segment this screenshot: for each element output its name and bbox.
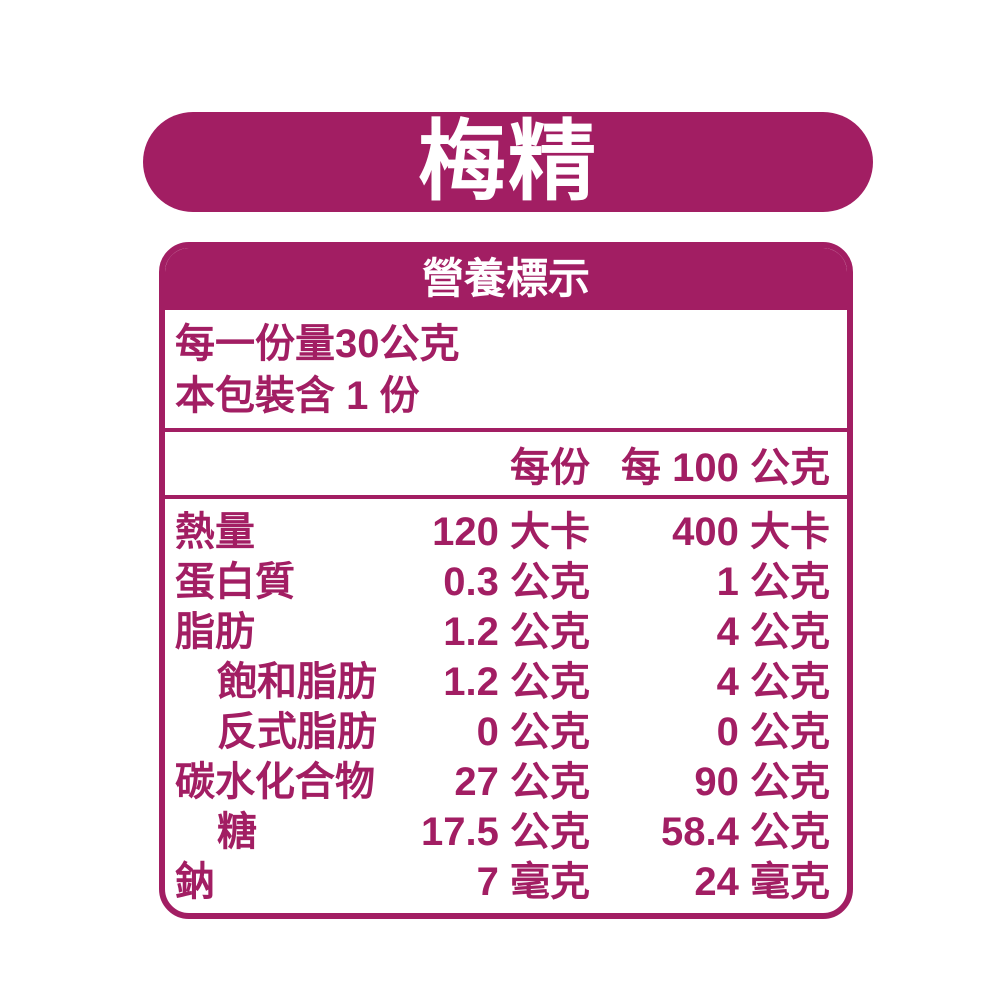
nutrient-row: 熱量 120 大卡 400 大卡 (165, 499, 847, 554)
nutrient-name: 糖 (217, 810, 257, 854)
nutrient-name: 熱量 (175, 510, 255, 554)
nutrient-name: 反式脂肪 (217, 710, 377, 754)
nutrient-rows: 熱量 120 大卡 400 大卡 蛋白質 0.3 公克 1 公克 脂肪 1.2 … (165, 499, 847, 913)
servings-per-package-line: 本包裝含 1 份 (175, 374, 420, 418)
nutrient-row: 脂肪 1.2 公克 4 公克 (165, 599, 847, 654)
nutrient-name: 鈉 (175, 860, 215, 904)
column-header-per-serving: 每份 (510, 445, 590, 490)
nutrient-row: 碳水化合物 27 公克 90 公克 (165, 749, 847, 804)
nutrient-row: 反式脂肪 0 公克 0 公克 (165, 699, 847, 754)
product-title-banner: 梅精 (143, 112, 873, 212)
column-header-per-100g: 每 100 公克 (621, 445, 830, 490)
nutrient-per-serving: 7 毫克 (476, 860, 590, 904)
label-title-bar: 營養標示 (165, 248, 847, 310)
nutrient-per-100g: 24 毫克 (694, 860, 830, 904)
nutrient-per-100g: 58.4 公克 (661, 810, 830, 854)
column-header-row: 每份 每 100 公克 (165, 432, 847, 499)
nutrient-name: 飽和脂肪 (217, 660, 377, 704)
nutrient-per-100g: 4 公克 (716, 660, 830, 704)
nutrient-per-serving: 1.2 公克 (443, 610, 590, 654)
product-title: 梅精 (417, 112, 598, 211)
nutrient-per-100g: 4 公克 (716, 610, 830, 654)
nutrient-per-serving: 0.3 公克 (443, 560, 590, 604)
nutrient-per-serving: 1.2 公克 (443, 660, 590, 704)
nutrient-per-serving: 17.5 公克 (421, 810, 590, 854)
nutrient-per-serving: 0 公克 (476, 710, 590, 754)
nutrition-label-card: 營養標示 每一份量30公克 本包裝含 1 份 每份 每 100 公克 熱量 12… (159, 242, 853, 919)
nutrient-per-100g: 0 公克 (716, 710, 830, 754)
nutrient-row: 飽和脂肪 1.2 公克 4 公克 (165, 649, 847, 704)
nutrient-per-serving: 120 大卡 (432, 510, 590, 554)
nutrient-row: 糖 17.5 公克 58.4 公克 (165, 799, 847, 854)
nutrient-name: 脂肪 (175, 610, 255, 654)
serving-size-line: 每一份量30公克 (175, 322, 460, 366)
nutrient-name: 蛋白質 (175, 560, 295, 604)
nutrient-per-100g: 90 公克 (694, 760, 830, 804)
nutrient-per-serving: 27 公克 (454, 760, 590, 804)
label-title: 營養標示 (421, 255, 590, 302)
nutrient-row: 蛋白質 0.3 公克 1 公克 (165, 549, 847, 604)
nutrient-per-100g: 400 大卡 (672, 510, 830, 554)
nutrient-row: 鈉 7 毫克 24 毫克 (165, 849, 847, 904)
nutrient-name: 碳水化合物 (175, 760, 375, 804)
serving-info: 每一份量30公克 本包裝含 1 份 (165, 310, 847, 432)
nutrient-per-100g: 1 公克 (716, 560, 830, 604)
